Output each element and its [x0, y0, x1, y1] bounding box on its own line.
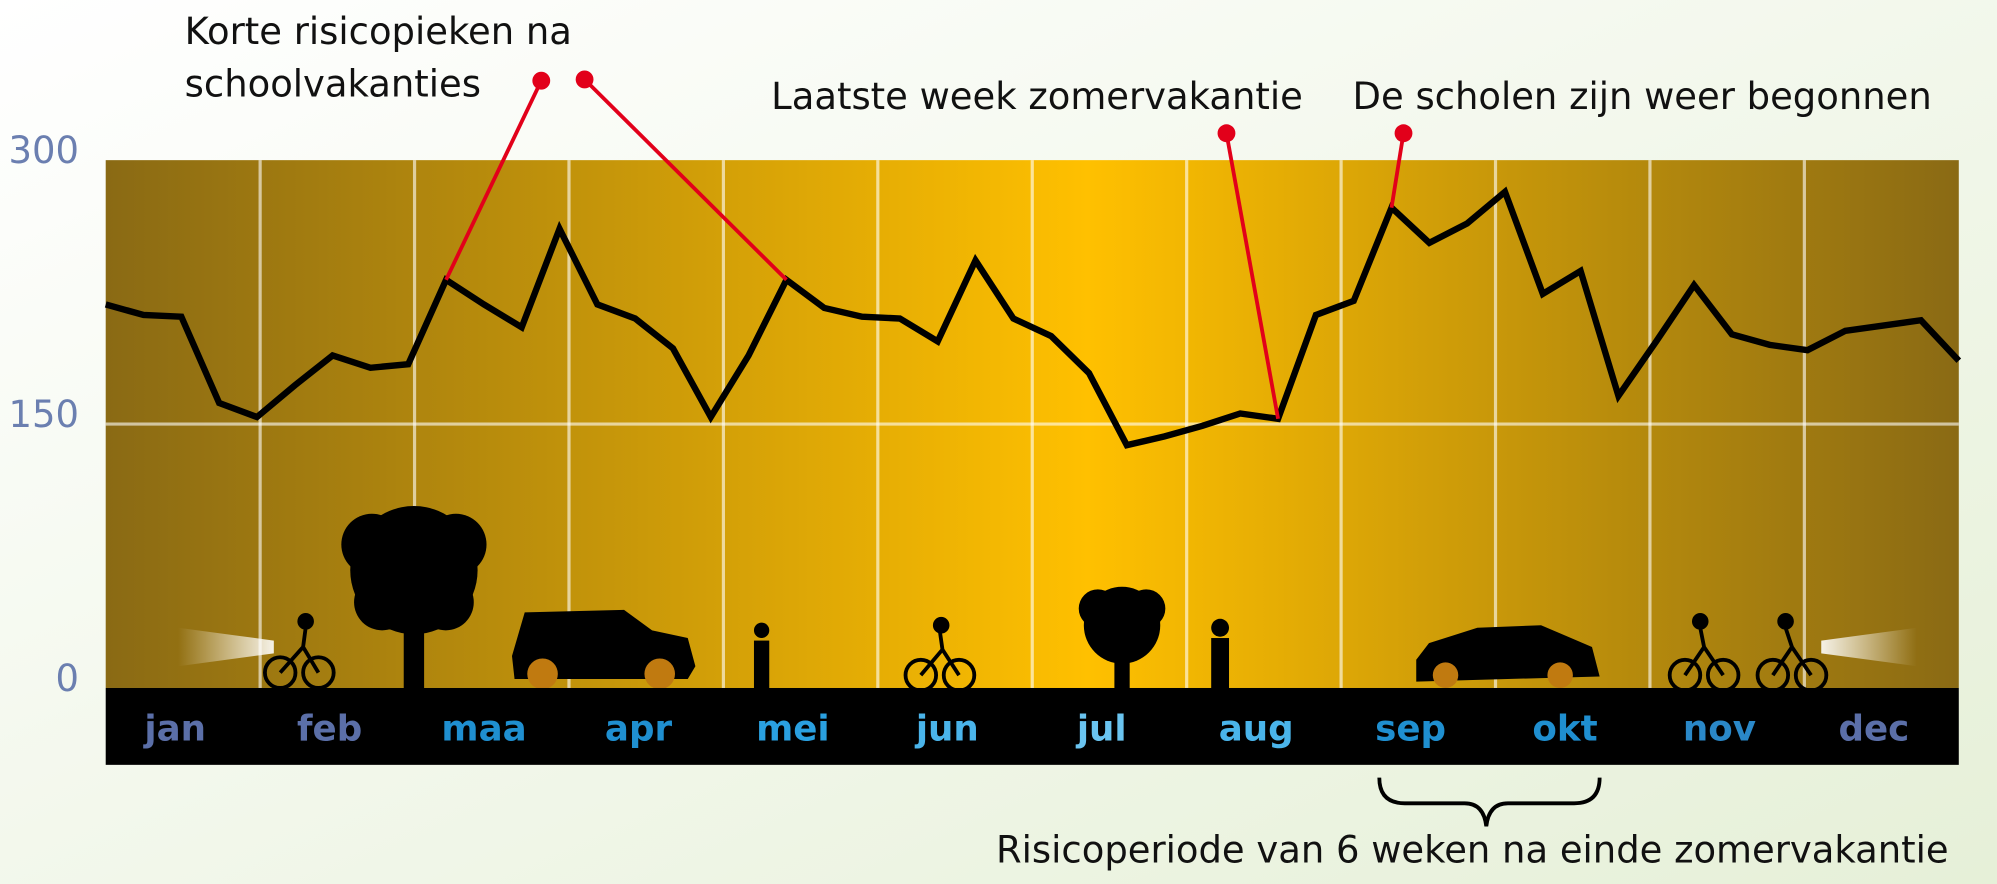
month-label: nov	[1683, 708, 1756, 749]
month-label: okt	[1532, 708, 1597, 749]
callout-dot	[1395, 124, 1413, 142]
month-bar	[106, 688, 1959, 765]
month-label: jul	[1075, 708, 1127, 749]
month-label: apr	[605, 708, 673, 749]
callout-dot	[576, 70, 594, 88]
y-tick-label: 300	[8, 129, 78, 172]
chart: 0 150 300 jan feb maa apr mei jun jul aug sep okt nov…	[0, 0, 1997, 884]
annotation: Korte risicopieken na	[185, 10, 572, 53]
annotation: Laatste week zomervakantie	[771, 75, 1303, 118]
month-label: sep	[1375, 708, 1446, 749]
annotation: Risicoperiode van 6 weken na einde zomer…	[996, 828, 1949, 871]
page: {"chart_data": {"type": "line", "annotat…	[0, 0, 1997, 884]
month-label: feb	[297, 708, 362, 749]
month-label: mei	[756, 708, 830, 749]
callout-dot	[1218, 124, 1236, 142]
month-label: dec	[1838, 708, 1909, 749]
callout-dot	[532, 72, 550, 90]
y-tick-label: 0	[55, 657, 78, 700]
annotation: schoolvakanties	[185, 62, 481, 105]
month-label: aug	[1219, 708, 1294, 749]
pedestrian	[1211, 619, 1229, 689]
month-label: jun	[914, 708, 979, 749]
pedestrian	[754, 623, 769, 690]
y-tick-label: 150	[8, 393, 78, 436]
month-label: jan	[142, 708, 206, 749]
month-label: maa	[441, 708, 526, 749]
annotation: De scholen zijn weer begonnen	[1353, 75, 1932, 118]
